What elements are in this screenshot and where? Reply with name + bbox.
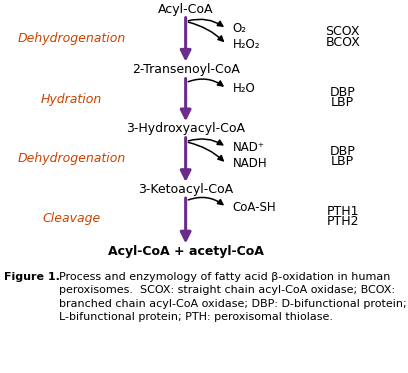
- Text: BCOX: BCOX: [325, 36, 360, 48]
- Text: Process and enzymology of fatty acid β-oxidation in human
peroxisomes.  SCOX: st: Process and enzymology of fatty acid β-o…: [59, 272, 408, 322]
- Text: LBP: LBP: [331, 96, 354, 109]
- Text: NAD⁺: NAD⁺: [233, 141, 264, 154]
- Text: 3-Hydroxyacyl-CoA: 3-Hydroxyacyl-CoA: [126, 122, 245, 135]
- Text: PTH2: PTH2: [326, 215, 359, 228]
- Text: H₂O: H₂O: [233, 82, 255, 95]
- Text: DBP: DBP: [330, 145, 356, 158]
- Text: LBP: LBP: [331, 155, 354, 168]
- Text: Cleavage: Cleavage: [42, 212, 100, 225]
- Text: Figure 1.: Figure 1.: [4, 272, 60, 282]
- Text: DBP: DBP: [330, 86, 356, 98]
- Text: Hydration: Hydration: [41, 93, 102, 106]
- Text: SCOX: SCOX: [326, 25, 360, 38]
- Text: CoA-SH: CoA-SH: [233, 201, 276, 214]
- Text: O₂: O₂: [233, 22, 246, 35]
- Text: 2-Transenoyl-CoA: 2-Transenoyl-CoA: [132, 63, 239, 76]
- Text: Dehydrogenation: Dehydrogenation: [17, 32, 126, 46]
- Text: H₂O₂: H₂O₂: [233, 38, 260, 51]
- Text: NADH: NADH: [233, 157, 267, 170]
- Text: PTH1: PTH1: [326, 204, 359, 217]
- Text: Dehydrogenation: Dehydrogenation: [17, 152, 126, 165]
- Text: Acyl-CoA: Acyl-CoA: [158, 3, 213, 16]
- Text: 3-Ketoacyl-CoA: 3-Ketoacyl-CoA: [138, 183, 233, 196]
- Text: Acyl-CoA + acetyl-CoA: Acyl-CoA + acetyl-CoA: [108, 245, 264, 258]
